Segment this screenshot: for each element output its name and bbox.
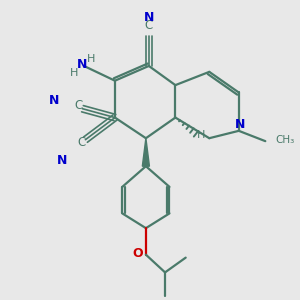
Text: N: N: [235, 118, 245, 131]
Text: H: H: [87, 54, 95, 64]
Text: H: H: [69, 68, 78, 78]
Text: H: H: [197, 130, 206, 140]
Text: C: C: [77, 136, 85, 149]
Text: N: N: [144, 11, 154, 24]
Text: N: N: [57, 154, 67, 167]
Text: CH₃: CH₃: [276, 135, 295, 145]
Text: N: N: [77, 58, 88, 71]
Text: C: C: [74, 99, 82, 112]
Polygon shape: [142, 138, 149, 166]
Text: N: N: [49, 94, 60, 107]
Text: C: C: [145, 19, 153, 32]
Text: O: O: [132, 247, 143, 260]
